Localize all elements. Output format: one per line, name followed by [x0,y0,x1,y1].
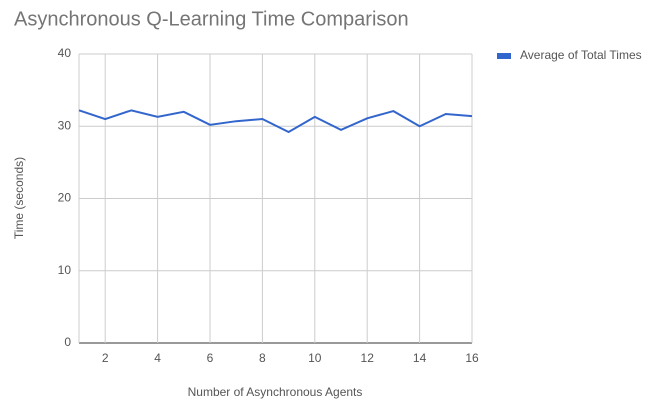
y-tick-label: 10 [58,263,72,277]
x-tick-label: 10 [308,351,322,365]
legend-swatch [497,53,511,59]
legend-label: Average of Total Times [520,48,642,62]
x-tick-label: 6 [207,351,214,365]
y-tick-label: 0 [64,335,71,349]
x-tick-label: 14 [413,351,427,365]
x-tick-label: 8 [259,351,266,365]
x-tick-label: 16 [465,351,479,365]
chart-title: Asynchronous Q-Learning Time Comparison [14,8,409,30]
x-tick-label: 12 [361,351,375,365]
y-tick-label: 40 [58,46,72,60]
y-tick-label: 30 [58,118,72,132]
y-axis-label: Time (seconds) [12,157,26,239]
line-series [78,109,473,134]
x-tick-label: 2 [102,351,109,365]
y-tick-label: 20 [58,191,72,205]
x-axis-label: Number of Asynchronous Agents [188,385,363,399]
x-tick-label: 4 [154,351,161,365]
